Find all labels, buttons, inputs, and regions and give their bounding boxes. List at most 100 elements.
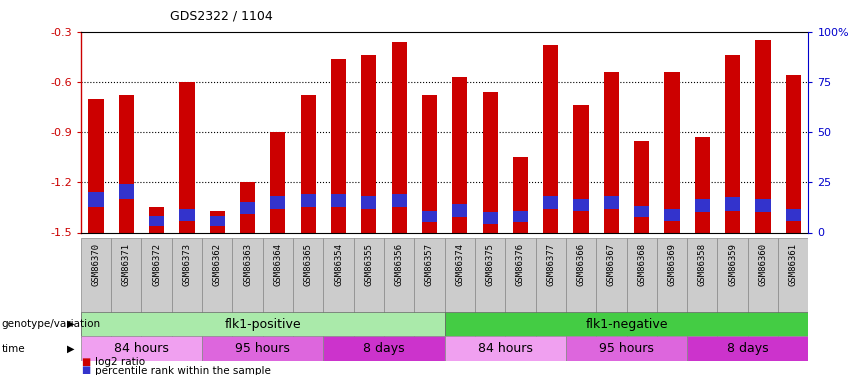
- Bar: [293, 238, 323, 338]
- Text: GSM86367: GSM86367: [607, 243, 616, 286]
- Bar: [513, 157, 528, 232]
- Bar: [172, 238, 202, 338]
- Bar: [232, 238, 263, 338]
- Bar: [687, 336, 808, 361]
- Text: 84 hours: 84 hours: [478, 342, 533, 355]
- Text: ■: ■: [81, 357, 90, 367]
- Text: GSM86373: GSM86373: [182, 243, 191, 286]
- Bar: [626, 238, 657, 338]
- Text: 8 days: 8 days: [727, 342, 768, 355]
- Bar: [785, 75, 801, 232]
- Bar: [263, 238, 293, 338]
- Bar: [566, 336, 687, 361]
- Bar: [149, 216, 164, 226]
- Bar: [483, 212, 498, 224]
- Bar: [240, 182, 255, 232]
- Bar: [119, 95, 134, 232]
- Text: GSM86375: GSM86375: [486, 243, 494, 286]
- Text: log2 ratio: log2 ratio: [95, 357, 146, 367]
- Bar: [535, 238, 566, 338]
- Text: GSM86370: GSM86370: [92, 243, 100, 286]
- Bar: [149, 207, 164, 232]
- Bar: [111, 238, 141, 338]
- Text: GSM86360: GSM86360: [758, 243, 768, 286]
- Bar: [323, 238, 354, 338]
- Bar: [694, 199, 710, 212]
- Bar: [444, 312, 808, 336]
- Bar: [271, 132, 285, 232]
- Bar: [634, 206, 649, 218]
- Bar: [452, 77, 467, 232]
- Text: GSM86365: GSM86365: [304, 243, 312, 286]
- Bar: [604, 196, 619, 209]
- Text: GDS2322 / 1104: GDS2322 / 1104: [170, 9, 273, 22]
- Bar: [597, 238, 626, 338]
- Text: flk1-negative: flk1-negative: [585, 318, 668, 331]
- Text: GSM86371: GSM86371: [122, 243, 131, 286]
- Bar: [209, 216, 225, 226]
- Bar: [665, 72, 680, 232]
- Text: GSM86356: GSM86356: [395, 243, 403, 286]
- Bar: [725, 55, 740, 232]
- Text: GSM86362: GSM86362: [213, 243, 222, 286]
- Bar: [141, 238, 172, 338]
- Text: GSM86369: GSM86369: [667, 243, 677, 286]
- Text: 95 hours: 95 hours: [599, 342, 654, 355]
- Bar: [271, 196, 285, 209]
- Bar: [362, 196, 376, 209]
- Bar: [391, 42, 407, 232]
- Bar: [89, 99, 104, 232]
- Bar: [202, 336, 323, 361]
- Text: time: time: [2, 344, 26, 354]
- Bar: [362, 55, 376, 232]
- Bar: [422, 211, 437, 222]
- Text: flk1-positive: flk1-positive: [225, 318, 301, 331]
- Text: GSM86364: GSM86364: [273, 243, 283, 286]
- Bar: [543, 45, 558, 232]
- Text: genotype/variation: genotype/variation: [2, 319, 100, 329]
- Bar: [81, 312, 444, 336]
- Bar: [209, 211, 225, 232]
- Bar: [300, 194, 316, 207]
- Bar: [574, 105, 589, 232]
- Text: GSM86358: GSM86358: [698, 243, 707, 286]
- Bar: [483, 92, 498, 232]
- Bar: [180, 82, 195, 232]
- Bar: [422, 95, 437, 232]
- Bar: [756, 40, 770, 232]
- Bar: [566, 238, 597, 338]
- Text: 95 hours: 95 hours: [236, 342, 290, 355]
- Bar: [384, 238, 414, 338]
- Bar: [748, 238, 778, 338]
- Text: GSM86376: GSM86376: [516, 243, 525, 286]
- Bar: [89, 192, 104, 207]
- Text: GSM86354: GSM86354: [334, 243, 343, 286]
- Bar: [778, 238, 808, 338]
- Bar: [180, 209, 195, 221]
- Bar: [505, 238, 535, 338]
- Bar: [717, 238, 748, 338]
- Bar: [354, 238, 384, 338]
- Bar: [119, 184, 134, 199]
- Text: ▶: ▶: [67, 344, 75, 354]
- Text: GSM86357: GSM86357: [425, 243, 434, 286]
- Bar: [81, 336, 202, 361]
- Bar: [391, 194, 407, 207]
- Bar: [665, 209, 680, 221]
- Text: GSM86372: GSM86372: [152, 243, 161, 286]
- Bar: [331, 58, 346, 232]
- Bar: [452, 204, 467, 218]
- Text: GSM86363: GSM86363: [243, 243, 252, 286]
- Text: percentile rank within the sample: percentile rank within the sample: [95, 366, 271, 375]
- Bar: [475, 238, 505, 338]
- Text: GSM86359: GSM86359: [728, 243, 737, 286]
- Bar: [694, 137, 710, 232]
- Text: ▶: ▶: [67, 319, 75, 329]
- Bar: [323, 336, 444, 361]
- Bar: [574, 199, 589, 211]
- Text: 8 days: 8 days: [363, 342, 405, 355]
- Bar: [444, 336, 566, 361]
- Bar: [543, 196, 558, 209]
- Text: GSM86366: GSM86366: [577, 243, 585, 286]
- Bar: [634, 141, 649, 232]
